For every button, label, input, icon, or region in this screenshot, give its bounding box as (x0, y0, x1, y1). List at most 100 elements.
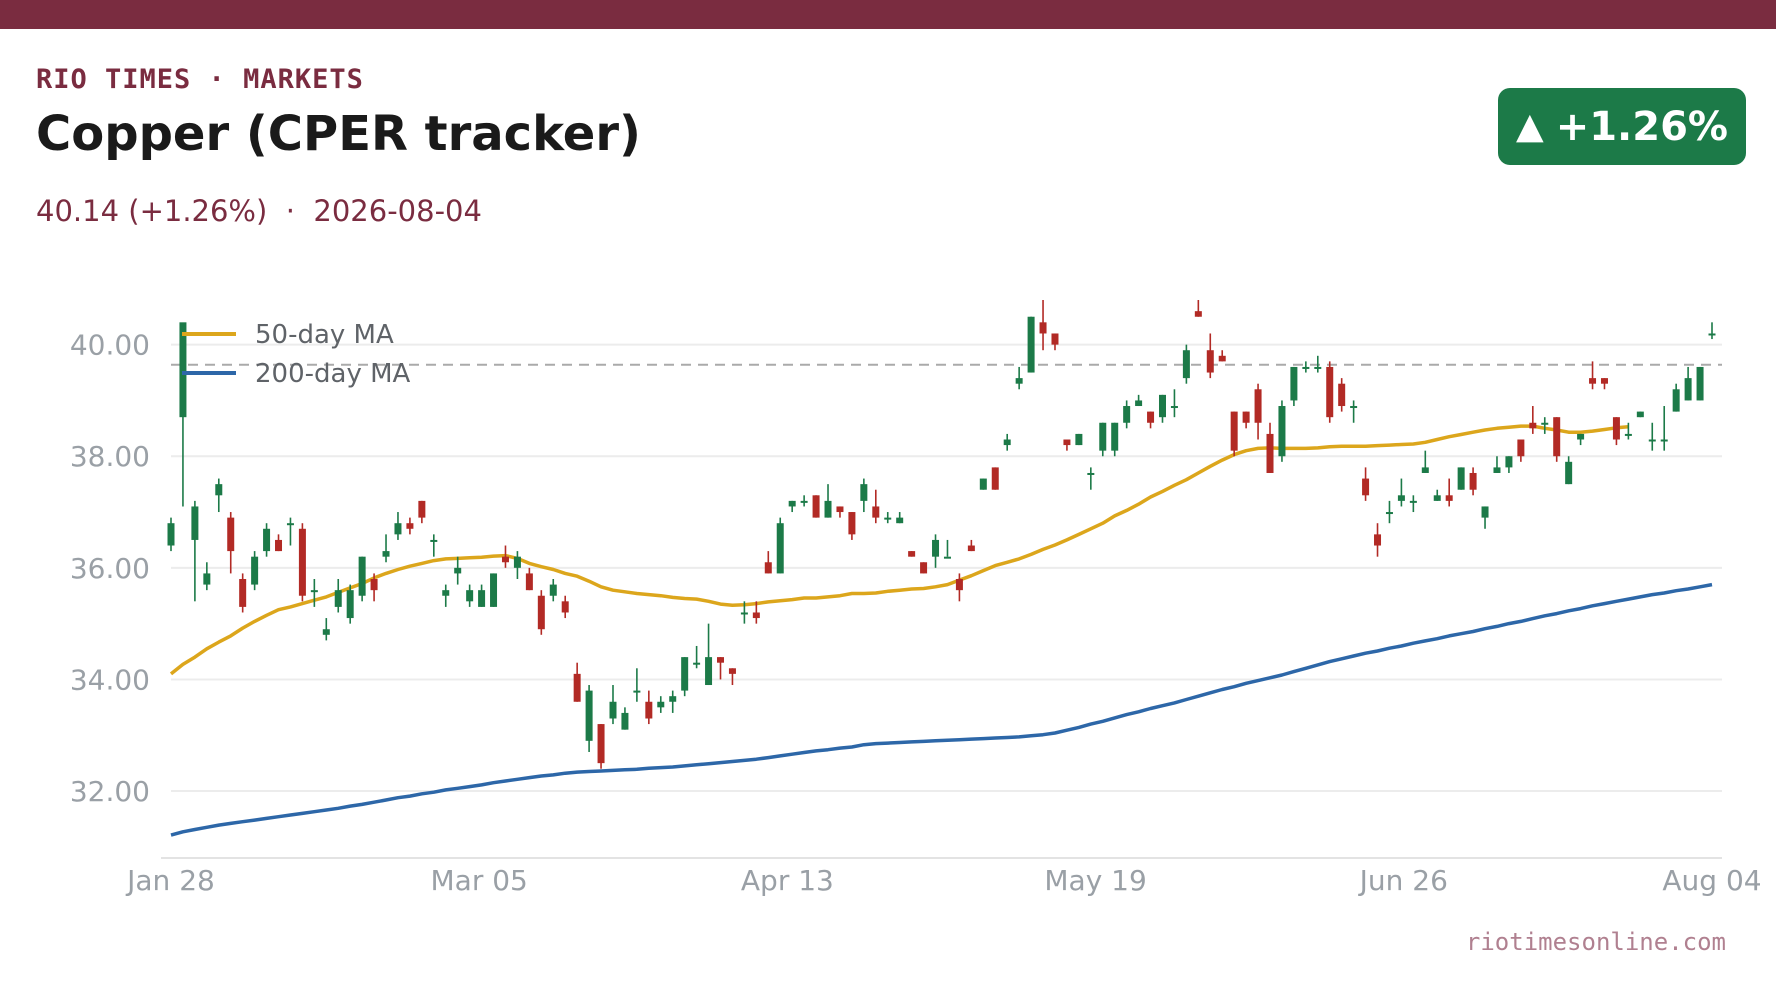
candle-down (1051, 333, 1059, 345)
candle-up (681, 657, 689, 691)
candle-up (203, 573, 211, 585)
candle-up (943, 556, 951, 559)
candle-up (394, 523, 402, 535)
candle-up (358, 556, 366, 596)
candle-down (537, 595, 545, 630)
candle-down (908, 551, 916, 557)
candle-up (1577, 433, 1585, 440)
candle-down (1063, 439, 1071, 446)
x-tick-label: May 19 (1044, 864, 1146, 897)
candle-up (1624, 433, 1632, 436)
candle-up (1660, 439, 1668, 442)
candle-down (275, 539, 283, 552)
candle-down (872, 506, 880, 518)
y-tick-label: 32.00 (70, 775, 150, 808)
source-credit: riotimesonline.com (1465, 928, 1726, 956)
candle-down (1445, 495, 1453, 501)
candle-up (1696, 366, 1704, 401)
candle-up (896, 517, 904, 524)
candle-up (884, 517, 892, 520)
candle-down (1218, 355, 1226, 362)
candle-down (1194, 311, 1202, 317)
publication-kicker: RIO TIMES · MARKETS (36, 64, 364, 95)
candle-up (824, 500, 832, 518)
candle-down (1039, 322, 1047, 334)
candle-up (513, 556, 521, 568)
candle-down (597, 724, 605, 764)
candle-up (740, 612, 748, 615)
candle-up (322, 629, 330, 635)
candle-down (1374, 534, 1382, 546)
candle-down (645, 701, 653, 719)
candle-up (705, 657, 713, 686)
candle-up (1027, 316, 1035, 373)
candle-up (1015, 378, 1023, 384)
y-tick-label: 36.00 (70, 552, 150, 585)
candle-up (621, 712, 629, 730)
price-date: 2026-08-04 (313, 194, 482, 228)
candle-up (1385, 512, 1393, 515)
candle-up (251, 556, 259, 585)
candle-up (1505, 456, 1513, 468)
candle-up (1290, 366, 1298, 401)
candle-down (1266, 433, 1274, 473)
candle-up (1397, 495, 1405, 501)
top-accent-bar (0, 0, 1776, 29)
x-tick-label: Jan 28 (125, 864, 215, 897)
candle-up (1708, 333, 1716, 336)
legend-label: 200-day MA (255, 359, 411, 389)
candle-up (1302, 366, 1310, 369)
candle-down (1326, 366, 1334, 418)
candle-down (1600, 378, 1608, 384)
candle-down (1242, 411, 1250, 423)
candle-down (1553, 417, 1561, 457)
candle-up (1541, 422, 1549, 425)
candle-up (1135, 400, 1143, 407)
candle-up (860, 484, 868, 501)
candle-up (1672, 389, 1680, 412)
candle-up (490, 573, 498, 607)
candle-down (764, 562, 772, 574)
candle-down (1206, 350, 1214, 373)
candle-up (800, 500, 808, 503)
y-tick-label: 40.00 (70, 329, 150, 362)
ma50-line (169, 424, 1629, 676)
candle-up (1123, 406, 1131, 423)
candle-up (466, 590, 474, 602)
candle-down (955, 579, 963, 591)
legend-label: 50-day MA (255, 320, 394, 350)
x-tick-label: Aug 04 (1662, 864, 1761, 897)
candle-down (1230, 411, 1238, 451)
candle-down (406, 523, 414, 529)
candle-up (167, 523, 175, 546)
candle-up (454, 567, 462, 574)
candle-down (298, 528, 306, 596)
candle-up (1111, 422, 1119, 451)
y-tick-label: 38.00 (70, 440, 150, 473)
candle-down (1254, 389, 1262, 423)
candle-up (442, 590, 450, 596)
candle-down (848, 512, 856, 535)
candle-up (430, 539, 438, 542)
candle-up (191, 506, 199, 540)
candle-down (227, 517, 235, 552)
candle-down (573, 673, 581, 702)
candle-down (1529, 422, 1537, 429)
candle-up (932, 539, 940, 557)
candle-up (1565, 461, 1573, 485)
candle-up (1003, 439, 1011, 446)
candle-down (370, 579, 378, 591)
candle-up (1421, 467, 1429, 473)
candle-down (239, 579, 247, 607)
candle-up (1648, 439, 1656, 442)
candle-down (418, 500, 426, 518)
price-change: (+1.26%) (128, 194, 268, 228)
candle-down (812, 495, 820, 518)
candle-up (776, 523, 784, 574)
candle-up (1099, 422, 1107, 451)
candle-down (1469, 472, 1477, 490)
candle-up (1636, 411, 1644, 418)
candle-up (310, 590, 318, 593)
ma200-line (170, 582, 1713, 837)
